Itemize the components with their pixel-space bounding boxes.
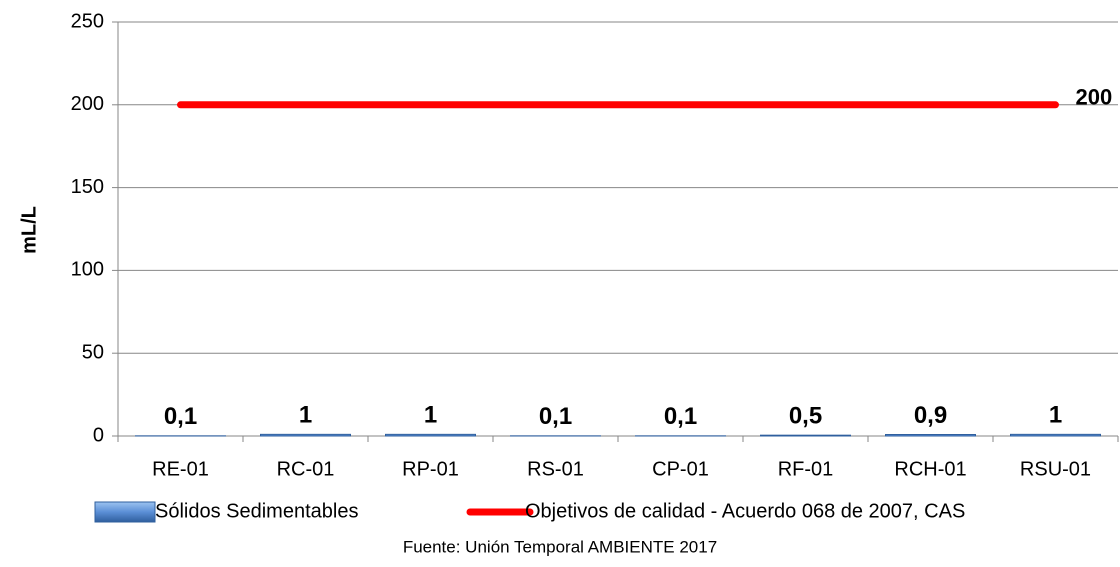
y-tick-label: 150	[71, 176, 104, 198]
x-tick-label: RE-01	[152, 458, 209, 480]
data-label: 1	[1049, 402, 1062, 429]
y-tick-label: 50	[82, 341, 104, 363]
bar	[1010, 433, 1101, 437]
data-label: 0,5	[789, 403, 822, 430]
x-tick-label: RF-01	[778, 458, 834, 480]
bar	[760, 434, 851, 437]
data-label: 1	[299, 402, 312, 429]
x-tick-label: RCH-01	[894, 458, 966, 480]
source: Fuente: Unión Temporal AMBIENTE 2017	[403, 537, 717, 556]
data-label: 1	[424, 402, 437, 429]
data-label: 0,1	[539, 403, 572, 430]
x-tick-label: RS-01	[527, 458, 584, 480]
x-tick-label: RSU-01	[1020, 458, 1091, 480]
bar	[385, 433, 476, 437]
x-tick-label: RC-01	[277, 458, 335, 480]
data-label: 0,9	[914, 402, 947, 429]
data-label: 0,1	[164, 403, 197, 430]
x-tick-label: RP-01	[402, 458, 459, 480]
data-label: 200	[1076, 85, 1113, 110]
y-axis-title: mL/L	[18, 206, 40, 254]
x-tick-label: CP-01	[652, 458, 709, 480]
bar	[885, 434, 976, 437]
y-tick-label: 100	[71, 259, 104, 281]
y-tick-label: 0	[93, 424, 104, 446]
legend-swatch	[94, 501, 156, 523]
data-label: 0,1	[664, 403, 697, 430]
y-tick-label: 250	[71, 10, 104, 32]
y-tick-label: 200	[71, 93, 104, 115]
legend-label: Sólidos Sedimentables	[155, 500, 358, 522]
bar	[260, 433, 351, 437]
legend-label: Objetivos de calidad - Acuerdo 068 de 20…	[525, 500, 965, 522]
